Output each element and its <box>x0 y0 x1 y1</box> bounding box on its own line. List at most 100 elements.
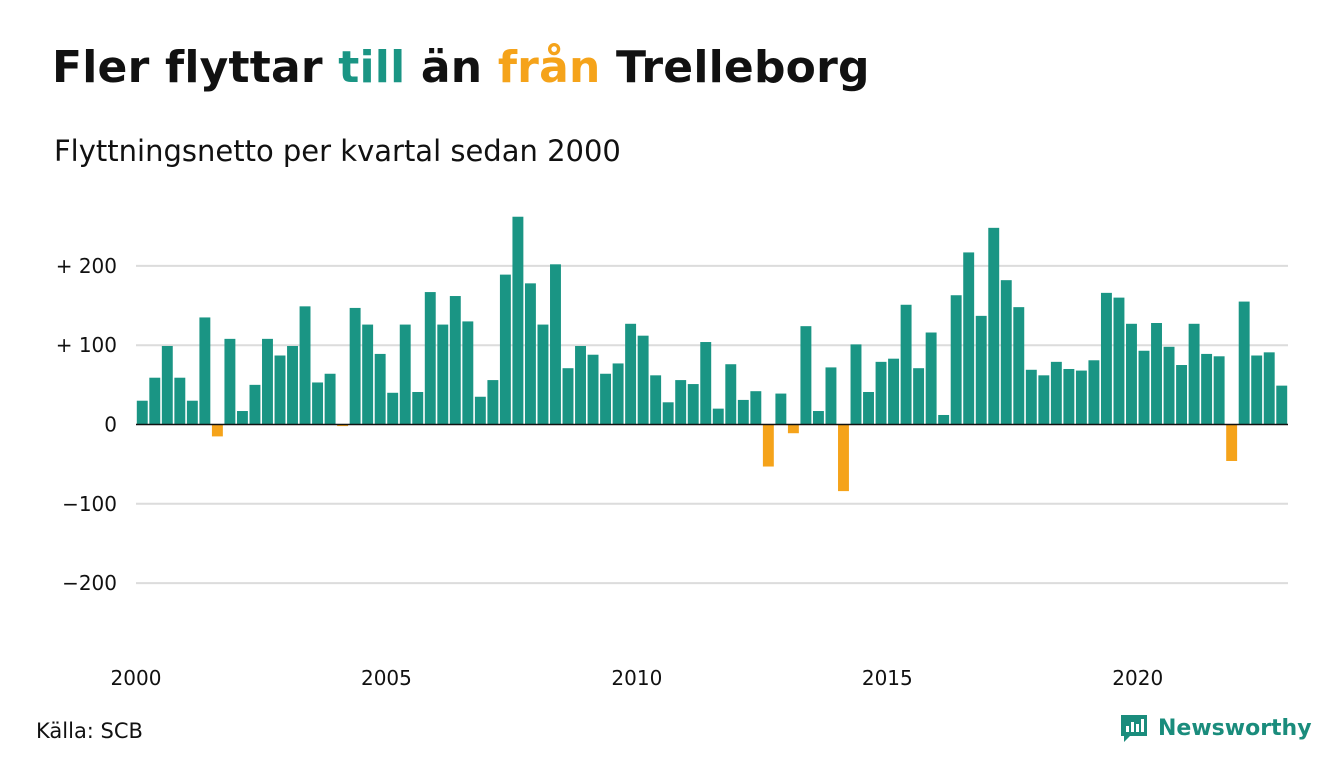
bar <box>337 424 349 427</box>
bar <box>1063 368 1075 425</box>
bar <box>700 342 712 425</box>
bar <box>787 424 799 434</box>
y-tick-label: + 100 <box>56 333 117 357</box>
bar <box>725 364 737 425</box>
bar <box>863 391 874 425</box>
bar <box>900 304 912 425</box>
x-tick-label: 2020 <box>1112 666 1163 690</box>
title-word-fran: från <box>497 42 601 93</box>
bar <box>687 384 699 425</box>
newsworthy-logo[interactable]: Newsworthy <box>1118 712 1312 744</box>
bar <box>312 382 324 425</box>
bar <box>1176 365 1188 425</box>
newsworthy-logo-text: Newsworthy <box>1158 715 1312 741</box>
bar <box>387 392 399 425</box>
bar <box>550 264 561 425</box>
bar <box>838 424 849 492</box>
bar <box>199 317 211 425</box>
bar <box>274 355 286 425</box>
bar <box>1038 375 1050 425</box>
bar <box>262 338 273 425</box>
bar <box>925 332 937 425</box>
bar <box>1251 355 1263 425</box>
bar <box>587 354 599 425</box>
bar <box>650 375 662 425</box>
title-word-till: till <box>338 42 406 93</box>
bar <box>1025 369 1037 425</box>
title-part-5: Trelleborg <box>600 42 870 93</box>
chart-subtitle: Flyttningsnetto per kvartal sedan 2000 <box>54 134 621 168</box>
bar <box>437 324 449 425</box>
bar <box>938 414 950 425</box>
bar <box>186 400 198 425</box>
bar <box>349 307 361 425</box>
bar <box>1075 370 1087 425</box>
bar <box>362 324 374 425</box>
bar <box>812 411 824 425</box>
bar <box>1188 323 1200 425</box>
x-tick-label: 2000 <box>111 666 162 690</box>
bar <box>149 377 161 425</box>
y-tick-label: + 200 <box>56 254 117 278</box>
bar <box>675 380 687 425</box>
y-tick-label: −100 <box>62 492 117 516</box>
bar <box>1263 352 1275 425</box>
bar <box>324 373 336 425</box>
bar <box>975 315 987 425</box>
x-tick-label: 2010 <box>611 666 662 690</box>
bar <box>374 353 386 425</box>
bar <box>1100 292 1112 425</box>
bar <box>913 368 925 425</box>
bar <box>1213 356 1225 425</box>
bar <box>1013 307 1025 425</box>
bar <box>399 324 411 425</box>
y-tick-label: −200 <box>62 571 117 595</box>
bar <box>988 227 1000 425</box>
bar <box>950 295 962 425</box>
bar <box>1126 323 1137 425</box>
bar <box>1238 301 1250 425</box>
bar <box>600 373 612 425</box>
bar <box>1050 361 1062 425</box>
bar <box>625 323 637 425</box>
bar <box>161 345 173 425</box>
bar <box>850 344 862 425</box>
bar <box>462 321 474 425</box>
bar <box>474 396 486 425</box>
bar <box>236 411 248 425</box>
bar <box>637 335 649 425</box>
bar <box>775 393 787 425</box>
bar <box>249 384 261 425</box>
y-tick-label: 0 <box>104 413 117 437</box>
bar <box>963 252 975 425</box>
bar <box>449 296 461 425</box>
bar <box>224 338 236 425</box>
bar <box>524 283 536 425</box>
bar <box>136 400 148 425</box>
bar <box>888 358 900 425</box>
bar <box>575 345 586 425</box>
bar <box>825 367 837 425</box>
bar <box>875 361 887 425</box>
bar <box>800 326 812 425</box>
bar <box>487 380 499 425</box>
bar <box>612 363 624 425</box>
title-part-1: Fler flyttar <box>52 42 339 93</box>
bar <box>1226 424 1238 461</box>
bar <box>712 408 724 425</box>
bar <box>737 399 749 425</box>
bar <box>1138 350 1150 425</box>
bar <box>1088 360 1100 425</box>
bar <box>1000 280 1012 425</box>
bar <box>1113 297 1125 425</box>
title-part-3: än <box>405 42 498 93</box>
bar <box>762 424 774 467</box>
source-note: Källa: SCB <box>36 719 143 743</box>
bar <box>537 324 549 425</box>
bar <box>750 391 762 425</box>
bar <box>174 377 186 425</box>
bar <box>1151 323 1162 425</box>
bar <box>499 274 511 425</box>
bar <box>287 345 298 425</box>
bar <box>424 292 436 425</box>
